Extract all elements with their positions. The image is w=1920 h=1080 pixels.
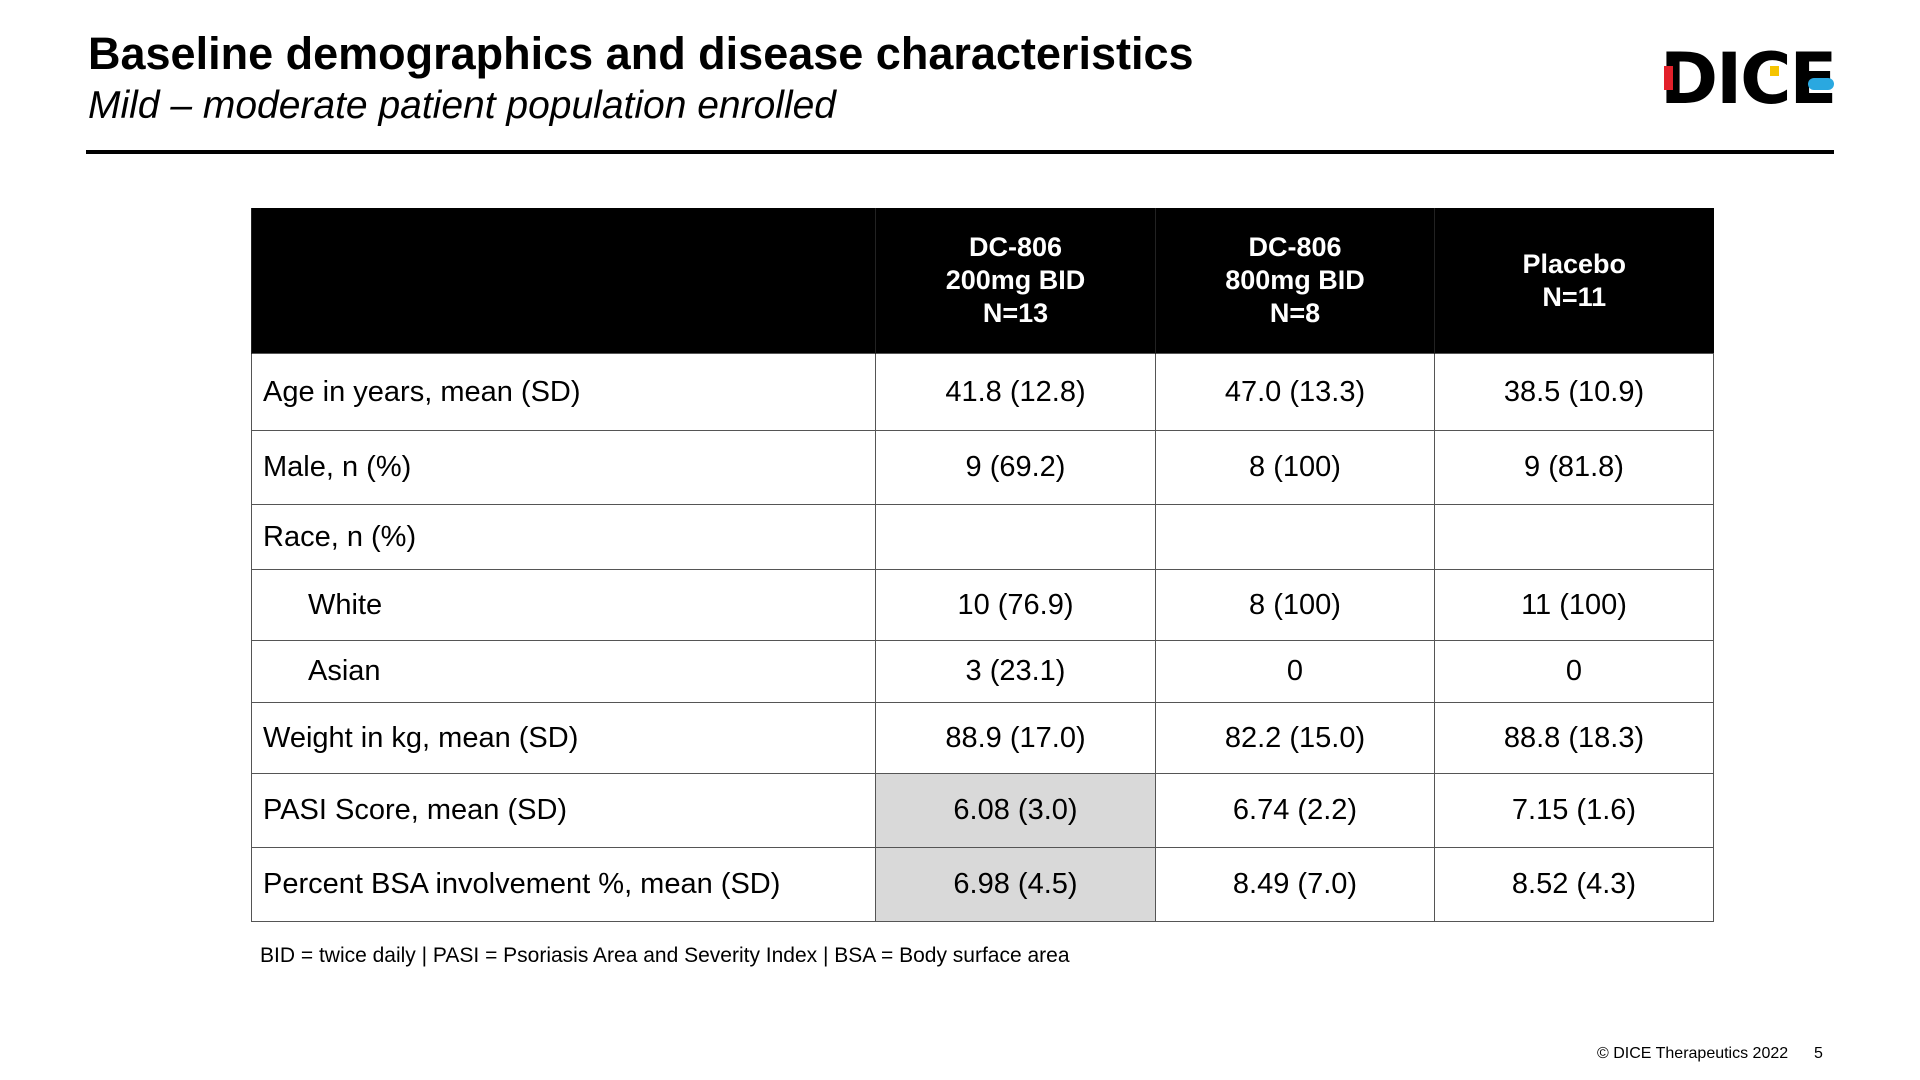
row-label: Age in years, mean (SD)	[251, 353, 876, 431]
table-row: White 10 (76.9) 8 (100) 11 (100)	[251, 569, 1714, 641]
header-cell	[251, 208, 876, 354]
header-cell: DC-806 200mg BID N=13	[875, 208, 1156, 354]
header-row: DC-806 200mg BID N=13 DC-806 800mg BID N=8 Pla…	[251, 208, 1714, 354]
logo-accent-yellow	[1770, 66, 1779, 76]
cell: 8.49 (7.0)	[1155, 847, 1435, 922]
cell: 38.5 (10.9)	[1434, 353, 1714, 431]
cell	[875, 504, 1156, 570]
cell: 9 (81.8)	[1434, 430, 1714, 505]
cell: 88.8 (18.3)	[1434, 702, 1714, 774]
row-label: Male, n (%)	[251, 430, 876, 505]
header-line: DC-806	[1248, 232, 1342, 262]
cell: 0	[1155, 640, 1435, 703]
logo-accent-red	[1664, 66, 1673, 90]
cell: 6.08 (3.0)	[875, 773, 1156, 848]
header-line: Placebo	[1522, 248, 1627, 279]
header-line: N=13	[982, 298, 1049, 328]
table-row: Weight in kg, mean (SD) 88.9 (17.0) 82.2 (…	[251, 702, 1714, 774]
logo: DICE	[1660, 38, 1837, 120]
row-label: PASI Score, mean (SD)	[251, 773, 876, 848]
row-label: Asian	[251, 640, 876, 703]
title: Baseline demographics and disease charac…	[88, 28, 1194, 79]
page-number: 5	[1814, 1045, 1823, 1062]
subtitle: Mild – moderate patient population enrol…	[88, 84, 836, 127]
header-line: 200mg BID	[945, 265, 1086, 295]
header-cell: Placebo N=11	[1434, 208, 1714, 354]
cell: 8 (100)	[1155, 430, 1435, 505]
cell	[1155, 504, 1435, 570]
divider	[86, 150, 1834, 154]
table-row: Percent BSA involvement %, mean (SD) 6.98…	[251, 847, 1714, 922]
row-label: White	[251, 569, 876, 641]
cell: 9 (69.2)	[875, 430, 1156, 505]
data-table: DC-806 200mg BID N=13 DC-806 800mg BID N=8 Pla…	[251, 208, 1714, 922]
table-row: Race, n (%)	[251, 504, 1714, 570]
footnote: BID = twice daily | PASI = Psoriasis Are…	[260, 944, 1070, 967]
cell: 88.9 (17.0)	[875, 702, 1156, 774]
header-line: DC-806	[968, 232, 1063, 262]
cell: 7.15 (1.6)	[1434, 773, 1714, 848]
header-line: 800mg BID	[1225, 265, 1365, 295]
cell: 6.98 (4.5)	[875, 847, 1156, 922]
header-line: N=11	[1542, 281, 1607, 312]
cell: 11 (100)	[1434, 569, 1714, 641]
cell: 8.52 (4.3)	[1434, 847, 1714, 922]
cell: 8 (100)	[1155, 569, 1435, 641]
cell: 3 (23.1)	[875, 640, 1156, 703]
cell: 6.74 (2.2)	[1155, 773, 1435, 848]
cell: 10 (76.9)	[875, 569, 1156, 641]
table-row: Male, n (%) 9 (69.2) 8 (100) 9 (81.8)	[251, 430, 1714, 505]
cell: 47.0 (13.3)	[1155, 353, 1435, 431]
cell: 82.2 (15.0)	[1155, 702, 1435, 774]
cell	[1434, 504, 1714, 570]
cell: 0	[1434, 640, 1714, 703]
row-label: Race, n (%)	[251, 504, 876, 570]
header-line: N=8	[1269, 298, 1321, 328]
table-row: Age in years, mean (SD) 41.8 (12.8) 47.0 (…	[251, 353, 1714, 431]
copyright: © DICE Therapeutics 2022	[1597, 1045, 1789, 1062]
header-cell: DC-806 800mg BID N=8	[1155, 208, 1435, 354]
table-row: PASI Score, mean (SD) 6.08 (3.0) 6.74 (2.2…	[251, 773, 1714, 848]
cell: 41.8 (12.8)	[875, 353, 1156, 431]
row-label: Percent BSA involvement %, mean (SD)	[251, 847, 876, 922]
logo-accent-blue	[1808, 78, 1834, 90]
table-row: Asian 3 (23.1) 0 0	[251, 640, 1714, 703]
row-label: Weight in kg, mean (SD)	[251, 702, 876, 774]
